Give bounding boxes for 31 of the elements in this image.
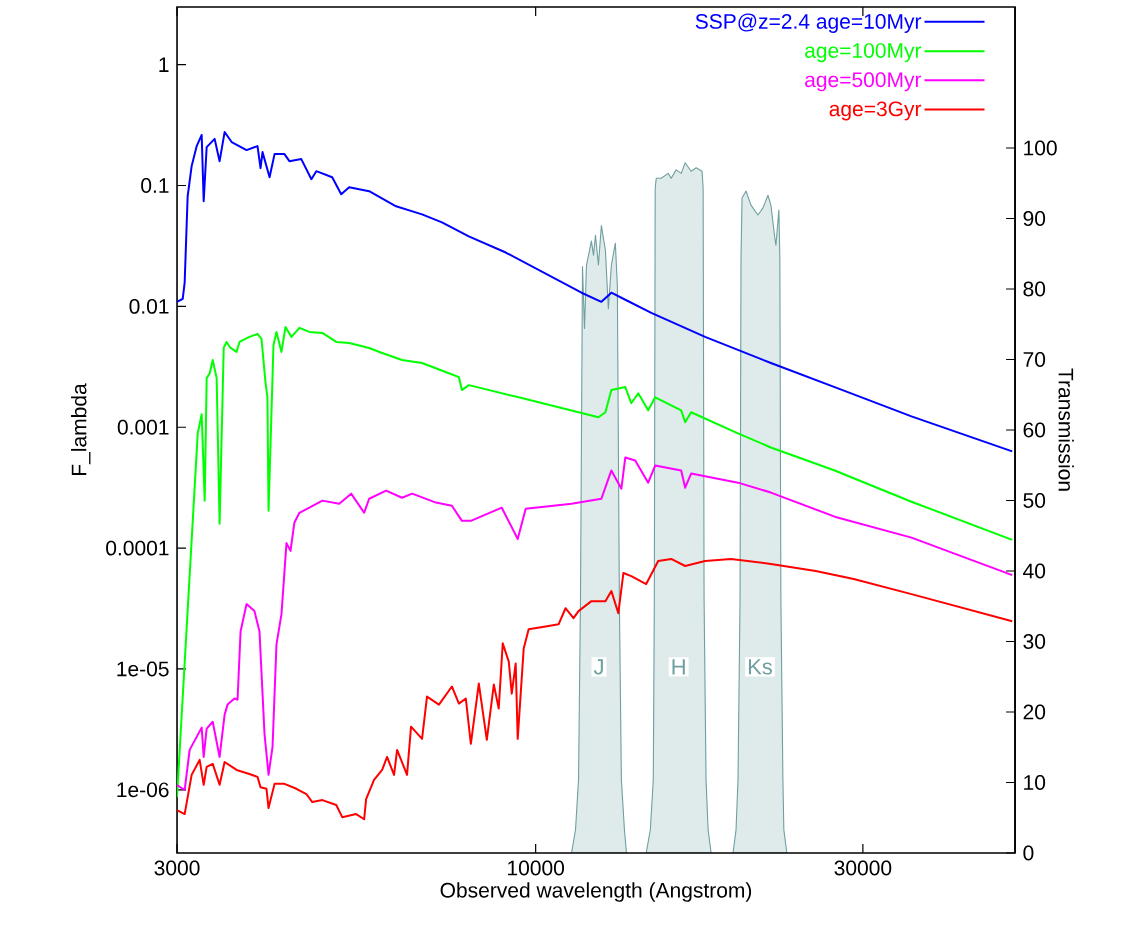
y2-tick-label: 50	[1023, 493, 1046, 508]
series-label: J	[593, 659, 603, 675]
y-tick-label: 1	[159, 57, 169, 72]
y2-tick-label: 70	[1023, 352, 1046, 367]
y2-axis-title: Transmission	[1058, 368, 1074, 491]
legend-label: age=500Myr	[805, 72, 922, 92]
y2-tick-label: 80	[1023, 281, 1046, 297]
y2-tick-label: 30	[1023, 634, 1046, 649]
y-axis-title: F_lambda	[71, 383, 91, 475]
y-tick-label: 1e-05	[117, 661, 169, 677]
y2-tick-label: 100	[1024, 140, 1057, 156]
y2-tick-label: 40	[1023, 563, 1046, 579]
y2-tick-label: 90	[1023, 211, 1046, 226]
y-tick-label: 0.001	[117, 419, 169, 435]
legend-label: SSP@z=2.4 age=10Myr	[695, 13, 922, 33]
legend-label: age=3Gyr	[829, 101, 922, 121]
y-tick-label: 1e-06	[117, 782, 169, 798]
y-tick-label: 0.01	[129, 298, 169, 314]
y-tick-label: 0.0001	[106, 540, 169, 556]
legend-label: age=100Myr	[805, 43, 922, 63]
series-label: Ks	[748, 659, 773, 675]
x-tick-label: 10000	[508, 860, 565, 876]
x-tick-label: 30000	[834, 860, 892, 876]
series-label: H	[672, 659, 685, 675]
y2-tick-label: 60	[1023, 422, 1046, 438]
y-tick-label: 0.1	[141, 178, 169, 193]
y2-tick-label: 0	[1023, 845, 1034, 861]
x-axis-title: Observed wavelength (Angstrom)	[440, 882, 752, 902]
y2-tick-label: 20	[1023, 704, 1046, 720]
y2-tick-label: 10	[1024, 775, 1046, 790]
x-tick-label: 3000	[154, 860, 200, 876]
